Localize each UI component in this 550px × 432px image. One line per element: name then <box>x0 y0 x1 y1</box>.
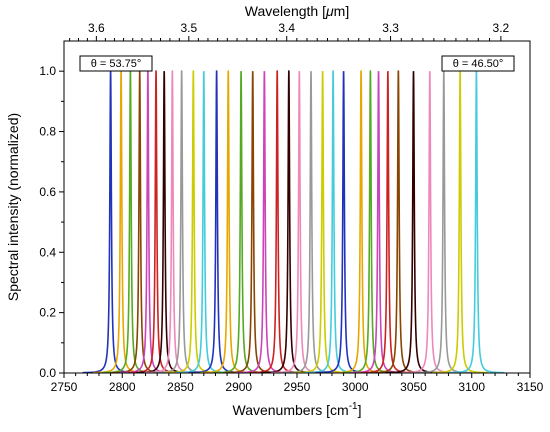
spectral-line-17 <box>249 70 306 374</box>
plot-layer <box>82 70 505 374</box>
top-tick-label: 3.3 <box>382 21 399 35</box>
y-tick-label: 0.0 <box>39 366 56 380</box>
x-tick-label: 3050 <box>400 380 427 394</box>
top-tick-label: 3.5 <box>180 21 197 35</box>
spectral-line-12 <box>188 70 245 374</box>
ticks-layer: 2750 2800 2850 2900 2950 3000 3050 3100 3150 0.0 0… <box>39 21 543 394</box>
spectral-line-26 <box>350 70 407 374</box>
spectral-line-33 <box>448 70 505 374</box>
spectral-line-14 <box>213 70 270 374</box>
spectral-line-20 <box>282 70 339 374</box>
y-tick-label: 0.6 <box>39 185 56 199</box>
spectral-line-30 <box>401 70 458 374</box>
x-tick-label: 2750 <box>51 380 78 394</box>
spectral-line-21 <box>294 70 351 374</box>
y-tick-label: 1.0 <box>39 64 56 78</box>
spectral-line-13 <box>200 70 257 374</box>
annotation-theta-right: θ = 46.50° <box>441 55 515 72</box>
x-tick-label: 3000 <box>342 380 369 394</box>
y-axis-title: Spectral intensity (normalized) <box>5 113 21 301</box>
annotation-box-left <box>79 55 153 72</box>
x-tick-label: 3100 <box>458 380 485 394</box>
annotation-text-left: θ = 53.75° <box>91 58 142 70</box>
spectral-line-27 <box>359 70 416 374</box>
spectral-line-16 <box>236 70 293 374</box>
spectral-line-32 <box>432 70 489 374</box>
annotation-box-right <box>441 55 515 72</box>
x-tick-label: 2800 <box>109 380 136 394</box>
x-tick-label: 2850 <box>167 380 194 394</box>
spectral-line-11 <box>175 70 232 374</box>
x-tick-label: 2900 <box>225 380 252 394</box>
spectral-line-22 <box>305 70 362 374</box>
x-tick-label: 2950 <box>284 380 311 394</box>
spectral-line-8 <box>144 70 201 374</box>
spectral-line-28 <box>370 70 427 374</box>
y-tick-label: 0.4 <box>39 245 56 259</box>
spectral-line-19 <box>271 70 328 374</box>
top-axis-title: Wavelength [μm] <box>245 3 349 19</box>
top-tick-label: 3.6 <box>88 21 105 35</box>
annotation-text-right: θ = 46.50° <box>453 58 504 70</box>
y-tick-label: 0.8 <box>39 125 56 139</box>
spectral-line-18 <box>260 70 317 374</box>
x-axis-title: Wavenumbers [cm-1] <box>233 401 362 418</box>
top-tick-label: 3.4 <box>278 21 295 35</box>
spectral-line-10 <box>165 70 222 374</box>
spectral-line-31 <box>415 70 472 374</box>
top-tick-label: 3.2 <box>493 21 510 35</box>
y-tick-label: 0.2 <box>39 306 56 320</box>
x-tick-label: 3150 <box>517 380 544 394</box>
spectral-line-9 <box>153 70 210 374</box>
annotation-theta-left: θ = 53.75° <box>79 55 153 72</box>
spectral-line-15 <box>224 70 281 374</box>
spectral-line-29 <box>385 70 442 374</box>
spectral-line-6 <box>128 70 185 374</box>
